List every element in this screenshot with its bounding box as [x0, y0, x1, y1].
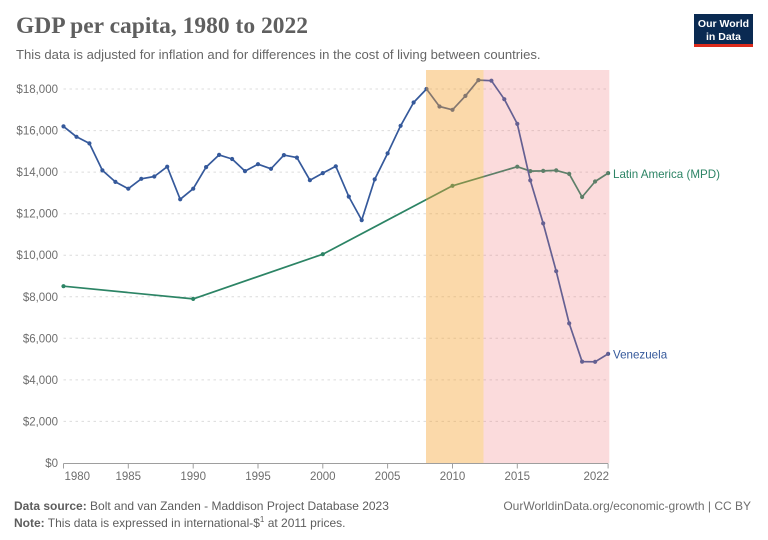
svg-text:$16,000: $16,000 — [16, 126, 58, 138]
svg-text:$6,000: $6,000 — [23, 333, 58, 345]
svg-text:$4,000: $4,000 — [23, 375, 58, 387]
svg-text:2005: 2005 — [375, 471, 401, 483]
svg-text:1990: 1990 — [180, 471, 206, 483]
svg-text:$8,000: $8,000 — [23, 292, 58, 304]
svg-text:2015: 2015 — [505, 471, 531, 483]
svg-text:2000: 2000 — [310, 471, 336, 483]
svg-text:2022: 2022 — [584, 471, 610, 483]
svg-text:Latin America (MPD): Latin America (MPD) — [613, 168, 720, 181]
svg-text:$0: $0 — [45, 458, 58, 470]
svg-text:1985: 1985 — [116, 471, 142, 483]
svg-text:1995: 1995 — [245, 471, 271, 483]
svg-text:$14,000: $14,000 — [16, 167, 58, 179]
svg-text:Venezuela: Venezuela — [613, 348, 668, 361]
svg-text:2010: 2010 — [440, 471, 466, 483]
svg-text:$10,000: $10,000 — [16, 250, 58, 262]
svg-text:$2,000: $2,000 — [23, 416, 58, 428]
svg-text:$12,000: $12,000 — [16, 209, 58, 221]
svg-text:$18,000: $18,000 — [16, 84, 58, 96]
svg-text:1980: 1980 — [65, 471, 91, 483]
